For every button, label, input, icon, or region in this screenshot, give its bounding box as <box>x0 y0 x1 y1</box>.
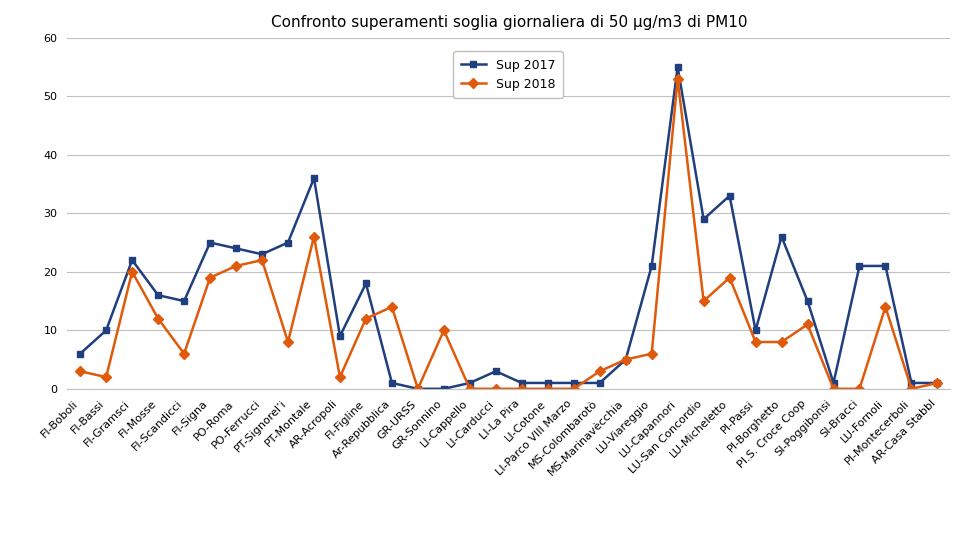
Sup 2017 <box>698 216 709 222</box>
Sup 2018 <box>594 368 606 375</box>
Line: Sup 2017: Sup 2017 <box>77 64 941 392</box>
Sup 2017 <box>127 257 138 264</box>
Sup 2017 <box>101 327 112 334</box>
Sup 2017 <box>620 356 632 363</box>
Sup 2018 <box>879 303 891 310</box>
Sup 2017 <box>594 380 606 386</box>
Sup 2017 <box>568 380 580 386</box>
Sup 2018 <box>334 374 346 380</box>
Sup 2017 <box>308 175 320 181</box>
Sup 2018 <box>828 386 839 392</box>
Sup 2017 <box>75 350 86 357</box>
Sup 2018 <box>256 257 268 264</box>
Sup 2018 <box>931 380 943 386</box>
Sup 2018 <box>464 386 475 392</box>
Legend: Sup 2017, Sup 2018: Sup 2017, Sup 2018 <box>453 51 563 98</box>
Sup 2018 <box>672 76 684 82</box>
Sup 2018 <box>282 339 294 345</box>
Sup 2018 <box>542 386 554 392</box>
Sup 2017 <box>153 292 164 299</box>
Sup 2018 <box>360 315 372 322</box>
Sup 2018 <box>568 386 580 392</box>
Sup 2018 <box>412 386 423 392</box>
Sup 2018 <box>776 339 787 345</box>
Sup 2017 <box>179 298 190 304</box>
Sup 2017 <box>802 298 813 304</box>
Sup 2017 <box>230 245 242 252</box>
Sup 2018 <box>750 339 761 345</box>
Sup 2018 <box>153 315 164 322</box>
Sup 2017 <box>516 380 528 386</box>
Sup 2017 <box>879 262 891 269</box>
Sup 2018 <box>438 327 449 334</box>
Sup 2017 <box>750 327 761 334</box>
Sup 2018 <box>905 386 917 392</box>
Sup 2018 <box>230 262 242 269</box>
Sup 2017 <box>386 380 397 386</box>
Sup 2017 <box>672 64 684 70</box>
Sup 2018 <box>308 233 320 240</box>
Sup 2018 <box>204 274 216 281</box>
Sup 2017 <box>931 380 943 386</box>
Sup 2017 <box>490 368 501 375</box>
Sup 2017 <box>360 280 372 287</box>
Sup 2017 <box>334 333 346 339</box>
Sup 2017 <box>905 380 917 386</box>
Sup 2017 <box>464 380 475 386</box>
Sup 2017 <box>412 386 423 392</box>
Sup 2017 <box>646 262 658 269</box>
Sup 2017 <box>282 239 294 246</box>
Sup 2018 <box>386 303 397 310</box>
Sup 2018 <box>698 298 709 304</box>
Sup 2018 <box>646 350 658 357</box>
Sup 2018 <box>516 386 528 392</box>
Sup 2017 <box>542 380 554 386</box>
Line: Sup 2018: Sup 2018 <box>77 75 941 392</box>
Sup 2018 <box>724 274 735 281</box>
Sup 2017 <box>776 233 787 240</box>
Sup 2017 <box>724 192 735 199</box>
Sup 2017 <box>256 251 268 258</box>
Sup 2017 <box>204 239 216 246</box>
Sup 2017 <box>828 380 839 386</box>
Sup 2018 <box>101 374 112 380</box>
Sup 2018 <box>620 356 632 363</box>
Sup 2017 <box>438 386 449 392</box>
Sup 2017 <box>853 262 865 269</box>
Sup 2018 <box>127 268 138 275</box>
Sup 2018 <box>853 386 865 392</box>
Sup 2018 <box>75 368 86 375</box>
Sup 2018 <box>802 321 813 328</box>
Sup 2018 <box>179 350 190 357</box>
Sup 2018 <box>490 386 501 392</box>
Title: Confronto superamenti soglia giornaliera di 50 μg/m3 di PM10: Confronto superamenti soglia giornaliera… <box>271 15 747 30</box>
